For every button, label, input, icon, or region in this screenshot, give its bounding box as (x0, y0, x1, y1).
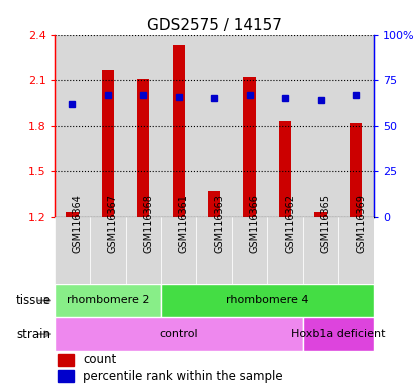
Bar (126, 217, 161, 284)
Bar (315, 212, 327, 217)
Bar (350, 123, 362, 217)
Bar (161, 35, 197, 217)
Bar (303, 35, 339, 217)
Bar (102, 70, 114, 217)
Text: GSM116365: GSM116365 (320, 194, 331, 253)
Text: control: control (160, 329, 198, 339)
Text: GSM116368: GSM116368 (143, 194, 153, 253)
Bar (173, 45, 185, 217)
Bar (339, 217, 374, 284)
Text: GSM116369: GSM116369 (356, 194, 366, 253)
Bar (268, 217, 303, 284)
Bar (126, 35, 161, 217)
Bar (244, 77, 256, 217)
Text: count: count (83, 353, 117, 366)
Text: rhombomere 2: rhombomere 2 (66, 295, 149, 306)
Text: rhombomere 4: rhombomere 4 (226, 295, 309, 306)
Bar (303, 317, 374, 351)
Text: GSM116367: GSM116367 (108, 194, 118, 253)
Bar (161, 284, 374, 317)
Bar (303, 217, 339, 284)
Text: Hoxb1a deficient: Hoxb1a deficient (291, 329, 386, 339)
Bar (161, 217, 197, 284)
Text: GSM116363: GSM116363 (214, 194, 224, 253)
Text: tissue: tissue (15, 294, 50, 307)
Bar (55, 35, 90, 217)
Text: GSM116362: GSM116362 (285, 194, 295, 253)
Bar (197, 217, 232, 284)
Bar (90, 217, 126, 284)
Bar (58, 354, 74, 366)
Bar (137, 79, 150, 217)
Text: GSM116364: GSM116364 (72, 194, 82, 253)
Bar (268, 35, 303, 217)
Bar (232, 217, 268, 284)
Bar (279, 121, 291, 217)
Bar (58, 370, 74, 382)
Bar (197, 35, 232, 217)
Text: percentile rank within the sample: percentile rank within the sample (83, 370, 283, 383)
Text: strain: strain (16, 328, 50, 341)
Bar (55, 317, 303, 351)
Bar (55, 284, 161, 317)
Bar (208, 191, 221, 217)
Text: GSM116366: GSM116366 (249, 194, 260, 253)
Bar (90, 35, 126, 217)
Bar (66, 212, 79, 217)
Title: GDS2575 / 14157: GDS2575 / 14157 (147, 18, 282, 33)
Bar (232, 35, 268, 217)
Text: GSM116361: GSM116361 (179, 194, 189, 253)
Bar (339, 35, 374, 217)
Bar (55, 217, 90, 284)
